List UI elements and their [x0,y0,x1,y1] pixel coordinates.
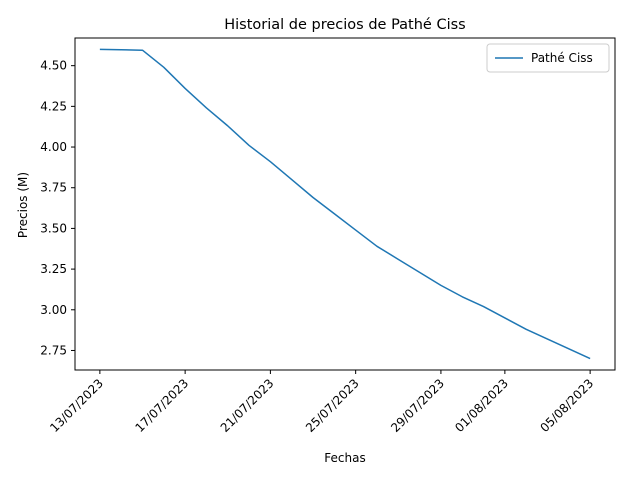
y-axis-label: Precios (M) [16,172,30,238]
legend-label: Pathé Ciss [531,51,593,65]
series-layer [99,48,591,360]
y-tick-label: 4.00 [40,140,67,154]
legend-box [486,43,610,73]
y-tick-label: 3.00 [40,303,67,317]
y-tick-label: 4.50 [40,59,67,73]
legend: Pathé Ciss [486,43,610,73]
y-tick-label: 3.75 [40,181,67,195]
plot-frame [74,37,616,371]
plot-area [74,37,616,371]
y-tick-label: 4.25 [40,99,67,113]
y-axis: 2.75 3.00 3.25 3.50 3.75 4.00 4.25 4.50 [40,59,75,357]
chart-title: Historial de precios de Pathé Ciss [224,17,465,33]
y-tick-label: 3.25 [40,262,67,276]
series-line [99,48,591,360]
y-tick-label: 2.75 [40,343,67,357]
y-tick-label: 3.50 [40,221,67,235]
x-axis-label: Fechas [324,451,365,465]
